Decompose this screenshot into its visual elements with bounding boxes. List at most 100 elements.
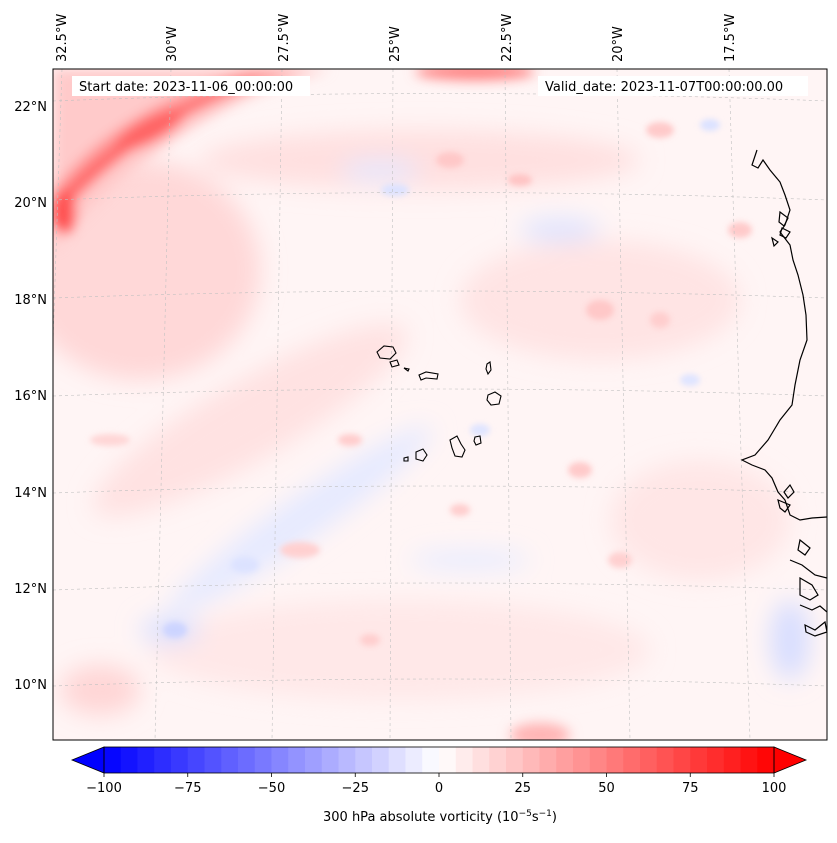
vorticity-small-features: [90, 119, 752, 646]
colorbar-segment: [254, 747, 272, 773]
colorbar-segment: [137, 747, 155, 773]
colorbar-tick-label: 50: [598, 781, 615, 796]
colorbar-segment: [271, 747, 289, 773]
island-santa-luzia: [403, 367, 410, 372]
colorbar-segment: [707, 747, 725, 773]
colorbar-segment: [422, 747, 440, 773]
west-africa-coast: [740, 149, 827, 521]
colorbar-label-exp2: −1: [539, 809, 552, 819]
colorbar-label-prefix: 300 hPa absolute vorticity (10: [323, 810, 519, 825]
colorbar-segment: [489, 747, 507, 773]
vorticity-jet-band: [53, 69, 570, 740]
colorbar-segment: [355, 747, 373, 773]
colorbar-segment: [673, 747, 691, 773]
colorbar-label: 300 hPa absolute vorticity (10−5s−1): [323, 809, 557, 825]
colorbar-tick-label: 25: [514, 781, 531, 796]
colorbar-extend-high: [773, 746, 808, 774]
colorbar-tick-label: −100: [86, 781, 122, 796]
lon-label-32-5w: 32.5°W: [55, 14, 70, 62]
colorbar-segment: [238, 747, 256, 773]
meridian-22-5w: [504, 69, 512, 740]
parallel-14n: [53, 485, 827, 494]
parallel-16n: [53, 388, 827, 397]
meridian-20w: [616, 69, 631, 740]
colorbar-tick-label: 100: [762, 781, 787, 796]
colorbar-extend-low: [70, 746, 105, 774]
lat-label-18n: 18°N: [14, 293, 47, 308]
colorbar-segment: [556, 747, 574, 773]
colorbar-segment: [740, 747, 758, 773]
island-boa-vista: [486, 391, 502, 406]
parallel-20n: [53, 192, 827, 201]
colorbar-segment: [506, 747, 524, 773]
lat-label-14n: 14°N: [14, 486, 47, 501]
cape-verde-islands: [376, 345, 502, 462]
island-brava: [403, 456, 409, 462]
colorbar-segment: [120, 747, 138, 773]
colorbar-ticks: −100 −75 −50 −25 0 25 50 75 100: [86, 773, 786, 796]
lon-label-27-5w: 27.5°W: [277, 14, 292, 62]
start-date-box: [72, 76, 310, 96]
colorbar-segment: [171, 747, 189, 773]
colorbar-segment: [690, 747, 708, 773]
island-santiago: [449, 435, 466, 458]
island-fogo: [415, 448, 428, 462]
colorbar-tick-label: −25: [342, 781, 369, 796]
colorbar-segment: [405, 747, 423, 773]
colorbar-segment: [305, 747, 323, 773]
lat-label-22n: 22°N: [14, 100, 47, 115]
colorbar-segment: [338, 747, 356, 773]
colorbar-segment: [723, 747, 741, 773]
colorbar-segment: [573, 747, 591, 773]
map-panel: [53, 69, 827, 740]
island-santo-antao: [376, 345, 397, 360]
meridian-27-5w: [271, 69, 283, 740]
valid-date-box: [538, 76, 808, 96]
island-sao-nicolau: [418, 371, 439, 381]
colorbar-segment: [439, 747, 457, 773]
colorbar-segment: [522, 747, 540, 773]
colorbar-segment: [539, 747, 557, 773]
island-maio: [473, 435, 482, 446]
lon-label-20w: 20°W: [611, 26, 626, 62]
latitude-labels: 22°N 20°N 18°N 16°N 14°N 12°N 10°N: [14, 100, 47, 693]
lat-label-16n: 16°N: [14, 389, 47, 404]
colorbar-label-mid: s: [532, 810, 539, 825]
meridian-17-5w: [728, 69, 751, 740]
graticule: [53, 69, 827, 740]
lat-label-10n: 10°N: [14, 678, 47, 693]
colorbar-tick-label: 75: [682, 781, 699, 796]
colorbar: −100 −75 −50 −25 0 25 50 75 100 300 hPa absolute…: [70, 746, 808, 825]
colorbar-segment: [472, 747, 490, 773]
island-sal: [485, 361, 492, 376]
colorbar-segment: [372, 747, 390, 773]
meridian-25w: [389, 69, 394, 740]
meridian-30w: [154, 69, 172, 740]
coastline: [740, 149, 827, 637]
colorbar-label-exp1: −5: [519, 809, 532, 819]
colorbar-tick-label: 0: [435, 781, 443, 796]
colorbar-segment: [606, 747, 624, 773]
colorbar-segment: [656, 747, 674, 773]
colorbar-segment: [154, 747, 172, 773]
parallel-10n: [53, 678, 827, 687]
longitude-labels: 32.5°W 30°W 27.5°W 25°W 22.5°W 20°W 17.5…: [55, 14, 738, 62]
colorbar-segments: [104, 747, 775, 773]
map-frame: [52, 68, 828, 741]
colorbar-segment: [640, 747, 658, 773]
lat-label-12n: 12°N: [14, 582, 47, 597]
colorbar-tick-label: −75: [174, 781, 201, 796]
colorbar-tick-label: −50: [258, 781, 285, 796]
lat-label-20n: 20°N: [14, 196, 47, 211]
colorbar-label-suffix: ): [552, 810, 557, 825]
colorbar-segment: [221, 747, 239, 773]
parallel-22n: [53, 93, 827, 102]
start-date-label: Start date: 2023-11-06_00:00:00: [79, 80, 293, 95]
colorbar-segment: [104, 747, 122, 773]
colorbar-segment: [623, 747, 641, 773]
colorbar-segment: [204, 747, 222, 773]
lon-label-17-5w: 17.5°W: [723, 14, 738, 62]
colorbar-segment: [288, 747, 306, 773]
parallel-12n: [53, 582, 827, 591]
